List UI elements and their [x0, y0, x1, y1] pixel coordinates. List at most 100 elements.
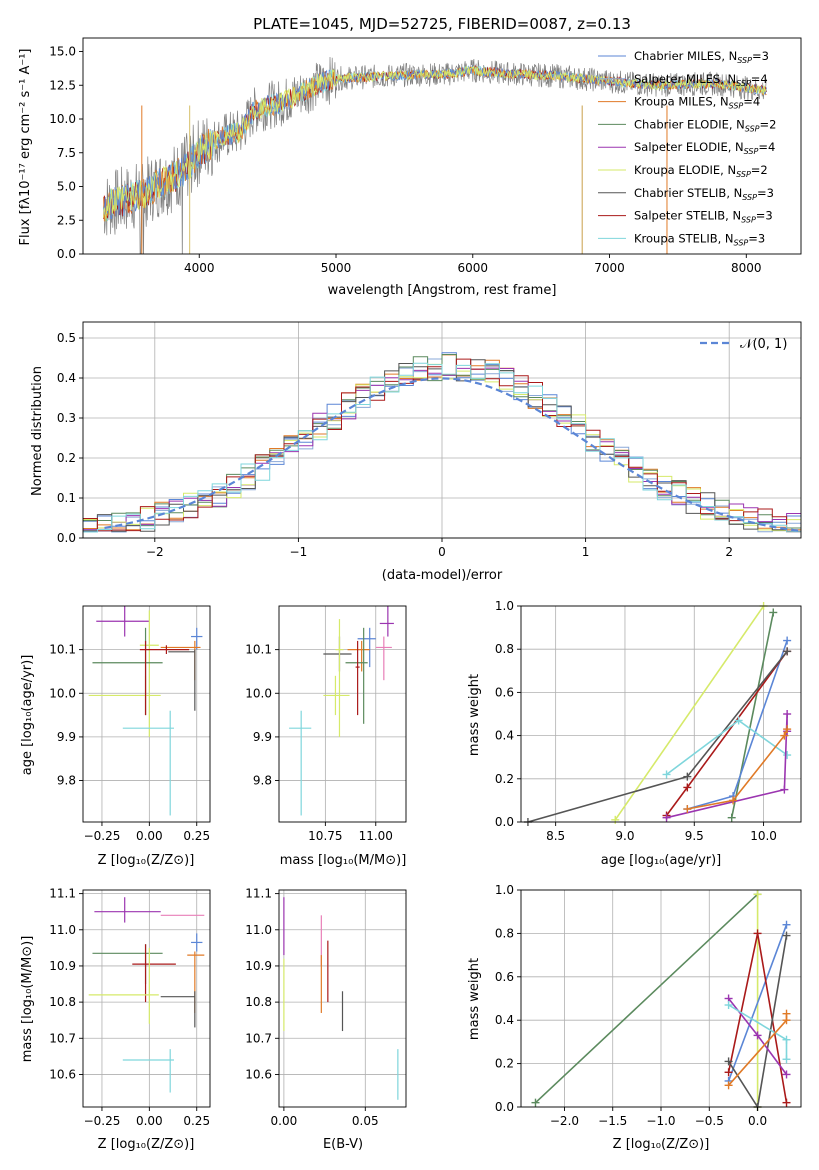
- mass-weight-point: [783, 751, 792, 760]
- x-tick-label: 10.75: [308, 829, 342, 843]
- y-tick-label: 0.8: [495, 642, 514, 656]
- mass-weight-point: [782, 920, 791, 929]
- mass-weight-point: [662, 770, 671, 779]
- y-tick-label: 10.6: [245, 1067, 272, 1081]
- mass-weight-point: [753, 1031, 762, 1040]
- residuals-ylabel: Normed distribution: [30, 366, 45, 496]
- mass-weight-series-line: [666, 713, 788, 819]
- mass-weight-point: [724, 1068, 733, 1077]
- errorbar-point: [345, 627, 368, 724]
- spectrum-title: PLATE=1045, MJD=52725, FIBERID=0087, z=0…: [253, 15, 631, 33]
- mass-weight-point: [783, 636, 792, 645]
- y-tick-label: 0.0: [57, 247, 76, 261]
- mass-weight-point: [783, 725, 792, 734]
- y-tick-label: 9.8: [57, 774, 76, 788]
- mass-weight-point: [782, 1009, 791, 1018]
- y-tick-label: 0.4: [57, 371, 76, 385]
- mass-weight-point: [782, 1098, 791, 1107]
- x-tick-label: 0.00: [136, 829, 163, 843]
- weight-z-ylabel: mass weight: [467, 958, 482, 1040]
- y-tick-label: 0.6: [495, 685, 514, 699]
- mass-z-ylabel: mass [log₁₀(M/M⊙)]: [20, 936, 35, 1063]
- x-tick-label: 10.0: [750, 829, 777, 843]
- errorbar-point: [355, 640, 360, 716]
- x-tick-label: −1.5: [598, 1114, 627, 1128]
- y-tick-label: 0.1: [57, 491, 76, 505]
- y-tick-label: 0.2: [57, 451, 76, 465]
- y-tick-label: 10.9: [49, 959, 76, 973]
- mass-weight-point: [724, 1001, 733, 1010]
- y-tick-label: 10.0: [49, 112, 76, 126]
- x-tick-label: 2: [725, 545, 733, 559]
- weight-z-xlabel: Z [log₁₀(Z/Z⊙)]: [613, 1137, 710, 1152]
- y-tick-label: 0.2: [495, 772, 514, 786]
- y-tick-label: 10.7: [49, 1031, 76, 1045]
- axes-spectrum: 4000 5000 6000 7000 8000 0.0 2.5 5.0 7.5 10.0 12.5…: [49, 37, 802, 275]
- y-tick-label: 12.5: [49, 78, 76, 92]
- y-tick-label: 1.0: [495, 883, 514, 897]
- axes-weight_vs_Z: −2.0 −1.5 −1.0 −0.5 0.0 0.0 0.2 0.4 0.6 0.8 1.0: [495, 883, 802, 1128]
- y-tick-label: 0.4: [495, 1013, 514, 1027]
- errorbar-point: [379, 606, 394, 637]
- errorbar-point: [160, 991, 196, 1028]
- errorbar-point: [139, 610, 159, 737]
- x-tick-label: 1: [582, 545, 590, 559]
- errorbar-point: [122, 710, 174, 816]
- mass-weight-point: [662, 813, 671, 822]
- x-tick-label: −2.0: [550, 1114, 579, 1128]
- y-tick-label: 9.9: [253, 730, 272, 744]
- x-tick-label: 5000: [321, 261, 352, 275]
- x-tick-label: 0.25: [183, 829, 210, 843]
- spectrum-legend: Chabrier MILES, NSSP=3 Salpeter MILES, NS…: [598, 49, 776, 247]
- x-tick-label: 0.25: [183, 1114, 210, 1128]
- legend-label: Salpeter STELIB, NSSP=3: [634, 209, 773, 225]
- errorbar-point: [347, 640, 370, 672]
- mass-weight-point: [783, 647, 792, 656]
- axes-frame: [278, 605, 407, 823]
- age-z-xlabel: Z [log₁₀(Z/Z⊙)]: [98, 853, 195, 868]
- mass-weight-series-line: [730, 612, 775, 818]
- mass-weight-point: [753, 929, 762, 938]
- axes-mass_vs_Z: −0.25 0.00 0.25 10.6 10.7 10.8 10.9 11.0 11.1: [49, 887, 211, 1128]
- y-tick-label: 1.0: [495, 599, 514, 613]
- errorbar-point: [191, 627, 203, 650]
- mass-weight-point: [780, 785, 789, 794]
- gaussian-curve: [104, 377, 801, 533]
- y-tick-label: 10.7: [245, 1031, 272, 1045]
- x-tick-label: 9.0: [615, 829, 634, 843]
- legend-label: Chabrier ELODIE, NSSP=2: [634, 117, 776, 133]
- y-tick-label: 10.1: [245, 643, 272, 657]
- gaussian-legend-label: 𝒩(0, 1): [740, 337, 787, 352]
- y-tick-label: 10.1: [49, 643, 76, 657]
- x-tick-label: 8000: [731, 261, 762, 275]
- errorbar-point: [94, 897, 161, 923]
- legend-label: Chabrier MILES, NSSP=3: [634, 49, 769, 65]
- model-spectrum-line: [103, 65, 767, 222]
- mass-ebv-xlabel: E(B-V): [323, 1137, 363, 1152]
- x-tick-label: −0.25: [84, 829, 121, 843]
- y-tick-label: 10.9: [245, 959, 272, 973]
- residuals-xlabel: (data-model)/error: [382, 568, 503, 583]
- mass-z-xlabel: Z [log₁₀(Z/Z⊙)]: [98, 1137, 195, 1152]
- y-tick-label: 10.8: [245, 995, 272, 1009]
- legend-label: Salpeter ELODIE, NSSP=4: [634, 140, 775, 156]
- errorbar-point: [122, 1049, 174, 1093]
- mass-weight-series-line: [727, 924, 788, 1082]
- errorbar-point: [191, 933, 203, 952]
- errorbar-point: [289, 710, 312, 816]
- errorbar-point: [168, 649, 196, 711]
- mass-weight-point: [683, 783, 692, 792]
- mass-weight-point: [724, 1081, 733, 1090]
- mass-weight-point: [783, 710, 792, 718]
- y-tick-label: 0.2: [495, 1057, 514, 1071]
- weight-age-ylabel: mass weight: [467, 674, 482, 756]
- y-tick-label: 9.8: [253, 774, 272, 788]
- axes-frame: [82, 605, 211, 823]
- mass-weight-point: [782, 1055, 791, 1064]
- age-z-ylabel: age [log₁₀(age/yr)]: [20, 655, 35, 776]
- y-tick-label: 9.9: [57, 730, 76, 744]
- y-tick-label: 5.0: [57, 180, 76, 194]
- x-tick-label: 6000: [457, 261, 488, 275]
- axes-frame: [82, 889, 211, 1108]
